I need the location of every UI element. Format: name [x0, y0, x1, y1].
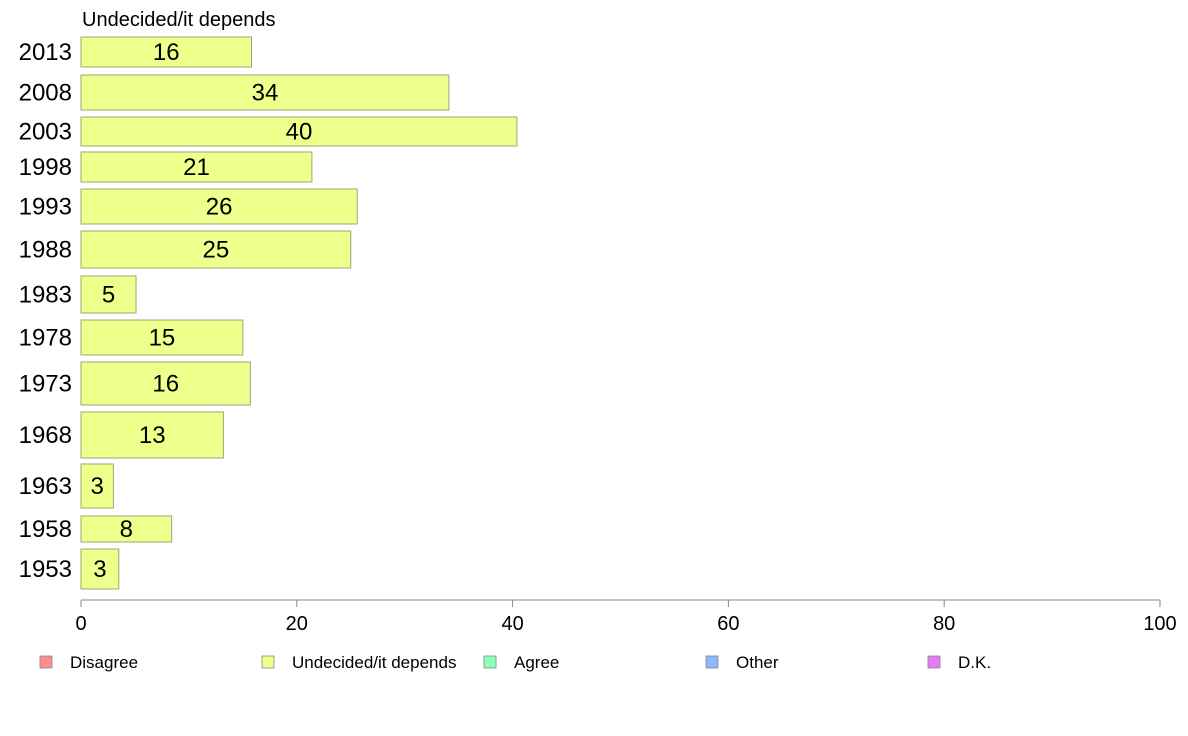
x-axis: 0 20 40 60 80 100 — [75, 599, 1177, 635]
x-tick-label-80: 80 — [933, 613, 955, 635]
category-label-2008: 2008 — [19, 80, 72, 107]
legend: Disagree Undecided/it depends Agree Other D.… — [39, 653, 991, 672]
legend-swatch-1 — [261, 655, 275, 669]
bar-2003 — [80, 116, 518, 147]
value-label-1953: 3 — [93, 556, 106, 583]
category-label-1988: 1988 — [19, 237, 72, 264]
legend-label-1: Undecided/it depends — [292, 653, 456, 672]
bar-1973 — [80, 361, 251, 406]
value-label-1973: 16 — [152, 371, 179, 398]
category-label-1998: 1998 — [19, 154, 72, 181]
bar-1993 — [80, 188, 358, 225]
bar-1998 — [80, 151, 313, 183]
legend-label-2: Agree — [514, 653, 559, 672]
value-label-1983: 5 — [102, 282, 115, 309]
category-label-1968: 1968 — [19, 422, 72, 449]
value-label-1998: 21 — [183, 154, 210, 181]
category-label-1978: 1978 — [19, 325, 72, 352]
category-label-1963: 1963 — [19, 473, 72, 500]
legend-label-0: Disagree — [70, 653, 138, 672]
legend-label-3: Other — [736, 653, 779, 672]
category-label-1983: 1983 — [19, 282, 72, 309]
bar-1978 — [80, 319, 244, 356]
x-tick-label-40: 40 — [501, 613, 523, 635]
category-label-1958: 1958 — [19, 516, 72, 543]
value-label-1958: 8 — [120, 516, 133, 543]
x-tick-label-60: 60 — [717, 613, 739, 635]
bar-1988 — [80, 230, 352, 269]
value-label-1993: 26 — [206, 194, 233, 221]
bar-1963 — [80, 463, 114, 509]
bar-1983 — [80, 275, 137, 314]
x-tick-label-100: 100 — [1143, 613, 1176, 635]
legend-label-4: D.K. — [958, 653, 991, 672]
bar-2008 — [80, 74, 450, 111]
value-label-1963: 3 — [91, 473, 104, 500]
category-label-1973: 1973 — [19, 371, 72, 398]
legend-swatch-3 — [705, 655, 719, 669]
bar-1968 — [80, 411, 224, 459]
category-label-1953: 1953 — [19, 556, 72, 583]
value-label-2003: 40 — [286, 119, 313, 146]
category-label-1993: 1993 — [19, 194, 72, 221]
legend-swatch-0 — [39, 655, 53, 669]
value-label-1988: 25 — [203, 237, 230, 264]
legend-swatch-4 — [927, 655, 941, 669]
x-tick-label-0: 0 — [75, 613, 86, 635]
bar-2013 — [80, 36, 252, 68]
bar-1958 — [80, 515, 173, 543]
value-label-2008: 34 — [252, 80, 279, 107]
legend-swatch-2 — [483, 655, 497, 669]
value-label-1978: 15 — [149, 325, 176, 352]
bar-1953 — [80, 548, 120, 590]
category-label-2003: 2003 — [19, 119, 72, 146]
bars-group: 2013 16 2008 34 2003 40 1998 21 1993 26 1988 25 1983… — [19, 36, 518, 590]
value-label-2013: 16 — [153, 39, 180, 66]
x-tick-label-20: 20 — [286, 613, 308, 635]
category-label-2013: 2013 — [19, 39, 72, 66]
value-label-1968: 13 — [139, 422, 166, 449]
chart-title: Undecided/it depends — [82, 9, 275, 31]
